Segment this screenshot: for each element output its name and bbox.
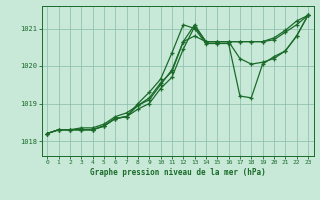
X-axis label: Graphe pression niveau de la mer (hPa): Graphe pression niveau de la mer (hPa): [90, 168, 266, 177]
